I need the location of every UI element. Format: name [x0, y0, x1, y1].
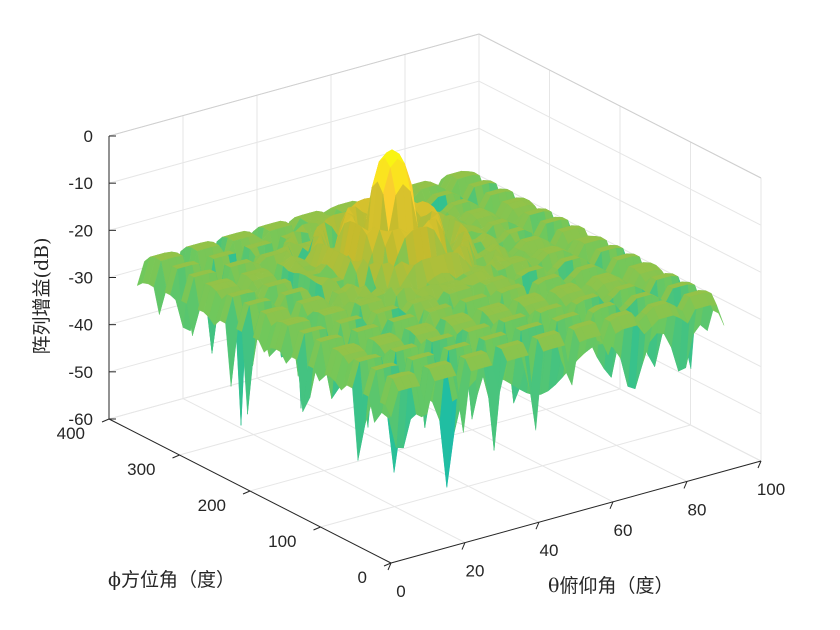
grid-line	[478, 80, 762, 226]
y-tick-label: 300	[127, 460, 155, 479]
x-tick	[757, 460, 762, 469]
x-tick-label: 60	[614, 521, 633, 540]
y-tick	[313, 526, 321, 531]
y-axis-label: ϕ方位角（度）	[108, 569, 235, 591]
x-tick	[535, 522, 540, 530]
y-tick	[383, 562, 392, 567]
z-tick-label: -50	[68, 363, 93, 382]
surface-patch	[385, 378, 399, 418]
z-tick-label: -20	[68, 221, 93, 240]
grid-line	[108, 80, 480, 184]
grid-line	[320, 424, 691, 528]
grid-line	[478, 127, 762, 273]
grid-line	[108, 127, 480, 231]
grid-line	[249, 388, 621, 492]
y-tick-label: 0	[358, 568, 367, 587]
x-tick-label: 0	[396, 582, 405, 601]
y-tick-label: 400	[57, 424, 85, 443]
x-tick	[461, 542, 466, 550]
y-tick-label: 100	[268, 532, 296, 551]
y-tick	[242, 490, 251, 495]
box-edge	[108, 33, 480, 137]
z-tick-label: -10	[68, 174, 93, 193]
x-tick	[683, 481, 688, 489]
x-tick	[609, 501, 614, 509]
axis-layer	[101, 135, 762, 571]
z-axis-label: 阵列增益(dB)	[31, 238, 53, 355]
z-tick-label: -60	[68, 410, 93, 429]
surface-layer	[136, 149, 725, 488]
tick-labels: 0 20 40 60 80 100 0 100 200 300 400 0 -10 -20 -30 -40 -5…	[57, 127, 786, 601]
z-tick-label: 0	[84, 127, 93, 146]
z-tick-label: -40	[68, 316, 93, 335]
y-tick	[101, 418, 110, 423]
x-tick-label: 20	[466, 562, 485, 581]
z-tick-label: -30	[68, 269, 93, 288]
x-tick-label: 100	[757, 480, 785, 499]
x-tick-label: 40	[540, 541, 559, 560]
x-axis-line	[390, 460, 762, 564]
x-tick-label: 80	[688, 500, 707, 519]
x-axis-label: θ俯仰角（度）	[548, 575, 673, 597]
x-tick	[387, 562, 392, 571]
box-edge	[478, 33, 762, 179]
y-tick	[172, 454, 180, 459]
y-tick-label: 200	[198, 496, 226, 515]
